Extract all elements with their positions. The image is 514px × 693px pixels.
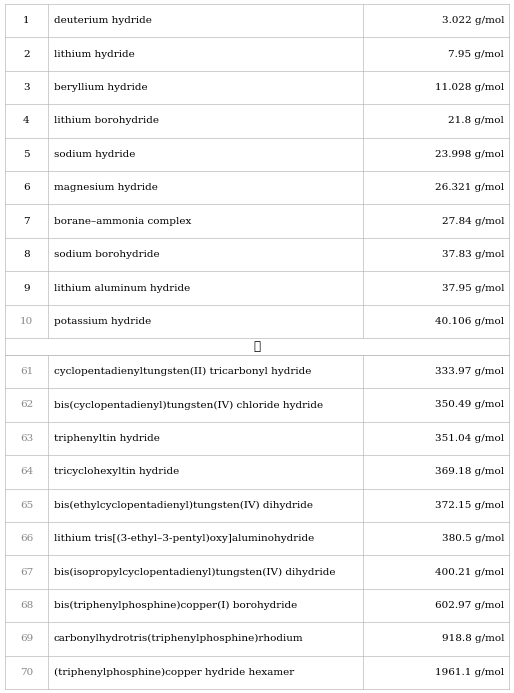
Text: 372.15 g/mol: 372.15 g/mol bbox=[435, 501, 504, 510]
Text: 40.106 g/mol: 40.106 g/mol bbox=[435, 317, 504, 326]
Text: lithium aluminum hydride: lithium aluminum hydride bbox=[54, 283, 190, 292]
Text: cyclopentadienyltungsten(II) tricarbonyl hydride: cyclopentadienyltungsten(II) tricarbonyl… bbox=[54, 367, 311, 376]
Text: 369.18 g/mol: 369.18 g/mol bbox=[435, 467, 504, 476]
Text: 333.97 g/mol: 333.97 g/mol bbox=[435, 367, 504, 376]
Text: 67: 67 bbox=[20, 568, 33, 577]
Text: 3: 3 bbox=[23, 83, 30, 92]
Text: 9: 9 bbox=[23, 283, 30, 292]
Text: 1961.1 g/mol: 1961.1 g/mol bbox=[435, 668, 504, 677]
Text: 400.21 g/mol: 400.21 g/mol bbox=[435, 568, 504, 577]
Text: 23.998 g/mol: 23.998 g/mol bbox=[435, 150, 504, 159]
Text: bis(triphenylphosphine)copper(I) borohydride: bis(triphenylphosphine)copper(I) borohyd… bbox=[54, 601, 297, 610]
Text: 64: 64 bbox=[20, 467, 33, 476]
Text: bis(isopropylcyclopentadienyl)tungsten(IV) dihydride: bis(isopropylcyclopentadienyl)tungsten(I… bbox=[54, 568, 335, 577]
Text: 7: 7 bbox=[23, 217, 30, 226]
Text: 27.84 g/mol: 27.84 g/mol bbox=[442, 217, 504, 226]
Text: magnesium hydride: magnesium hydride bbox=[54, 183, 158, 192]
Text: 3.022 g/mol: 3.022 g/mol bbox=[442, 16, 504, 25]
Text: 7.95 g/mol: 7.95 g/mol bbox=[448, 50, 504, 59]
Text: sodium borohydride: sodium borohydride bbox=[54, 250, 159, 259]
Text: bis(cyclopentadienyl)tungsten(IV) chloride hydride: bis(cyclopentadienyl)tungsten(IV) chlori… bbox=[54, 401, 323, 410]
Text: 63: 63 bbox=[20, 434, 33, 443]
Text: 918.8 g/mol: 918.8 g/mol bbox=[442, 634, 504, 643]
Text: sodium hydride: sodium hydride bbox=[54, 150, 135, 159]
Text: 68: 68 bbox=[20, 601, 33, 610]
Text: 37.95 g/mol: 37.95 g/mol bbox=[442, 283, 504, 292]
Text: 61: 61 bbox=[20, 367, 33, 376]
Text: 11.028 g/mol: 11.028 g/mol bbox=[435, 83, 504, 92]
Text: 62: 62 bbox=[20, 401, 33, 410]
Text: 4: 4 bbox=[23, 116, 30, 125]
Text: 26.321 g/mol: 26.321 g/mol bbox=[435, 183, 504, 192]
Text: 65: 65 bbox=[20, 501, 33, 510]
Text: ⋮: ⋮ bbox=[253, 340, 261, 353]
Text: carbonylhydrotris(triphenylphosphine)rhodium: carbonylhydrotris(triphenylphosphine)rho… bbox=[54, 634, 303, 643]
Text: 1: 1 bbox=[23, 16, 30, 25]
Text: 351.04 g/mol: 351.04 g/mol bbox=[435, 434, 504, 443]
Text: 70: 70 bbox=[20, 668, 33, 677]
Text: 380.5 g/mol: 380.5 g/mol bbox=[442, 534, 504, 543]
Text: lithium hydride: lithium hydride bbox=[54, 50, 135, 59]
Text: triphenyltin hydride: triphenyltin hydride bbox=[54, 434, 160, 443]
Text: 10: 10 bbox=[20, 317, 33, 326]
Text: 6: 6 bbox=[23, 183, 30, 192]
Text: 8: 8 bbox=[23, 250, 30, 259]
Text: bis(ethylcyclopentadienyl)tungsten(IV) dihydride: bis(ethylcyclopentadienyl)tungsten(IV) d… bbox=[54, 500, 313, 510]
Text: 602.97 g/mol: 602.97 g/mol bbox=[435, 601, 504, 610]
Text: potassium hydride: potassium hydride bbox=[54, 317, 151, 326]
Text: 350.49 g/mol: 350.49 g/mol bbox=[435, 401, 504, 410]
Text: borane–ammonia complex: borane–ammonia complex bbox=[54, 217, 191, 226]
Text: lithium borohydride: lithium borohydride bbox=[54, 116, 159, 125]
Text: tricyclohexyltin hydride: tricyclohexyltin hydride bbox=[54, 467, 179, 476]
Text: 2: 2 bbox=[23, 50, 30, 59]
Text: 66: 66 bbox=[20, 534, 33, 543]
Text: 21.8 g/mol: 21.8 g/mol bbox=[448, 116, 504, 125]
Text: 37.83 g/mol: 37.83 g/mol bbox=[442, 250, 504, 259]
Text: beryllium hydride: beryllium hydride bbox=[54, 83, 148, 92]
Text: lithium tris[(3-ethyl–3-pentyl)oxy]aluminohydride: lithium tris[(3-ethyl–3-pentyl)oxy]alumi… bbox=[54, 534, 314, 543]
Text: (triphenylphosphine)copper hydride hexamer: (triphenylphosphine)copper hydride hexam… bbox=[54, 668, 294, 677]
Text: 69: 69 bbox=[20, 634, 33, 643]
Text: 5: 5 bbox=[23, 150, 30, 159]
Text: deuterium hydride: deuterium hydride bbox=[54, 16, 152, 25]
